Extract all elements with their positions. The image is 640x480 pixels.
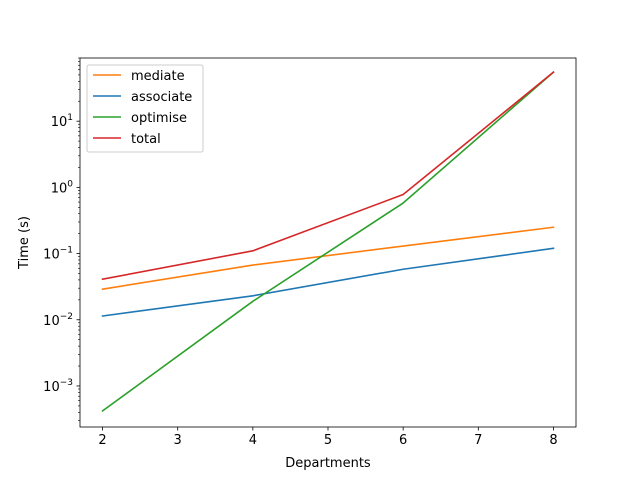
x-tick-label: 3 — [174, 433, 182, 448]
y-tick-exponent: −2 — [60, 312, 73, 322]
legend-label-optimise: optimise — [131, 111, 187, 126]
legend: mediate associate optimise total — [86, 64, 204, 153]
x-tick-label: 8 — [549, 433, 557, 448]
axes-frame — [79, 57, 577, 428]
y-tick-base: 10 — [51, 115, 68, 130]
x-tick-label: 7 — [474, 433, 482, 448]
x-tick-label: 4 — [249, 433, 257, 448]
y-tick-exponent: −1 — [60, 246, 73, 256]
y-tick-label: 10−3 — [43, 378, 73, 395]
y-tick-base: 10 — [51, 181, 68, 196]
y-tick-base: 10 — [43, 314, 60, 329]
legend-label-total: total — [131, 132, 161, 147]
legend-frame — [86, 64, 204, 153]
legend-entries: mediate associate optimise total — [93, 69, 192, 147]
y-tick-exponent: −3 — [60, 378, 73, 388]
y-tick-label: 10−1 — [43, 246, 73, 263]
y-tick-base: 10 — [43, 248, 60, 263]
x-axis-label: Departments — [285, 456, 371, 471]
x-tick-label: 2 — [98, 433, 106, 448]
y-axis-label: Time (s) — [17, 216, 32, 270]
series-line-mediate — [101, 226, 555, 291]
x-axis-ticks: 2 3 4 5 6 7 8 — [98, 427, 558, 448]
series-line-optimise — [101, 71, 555, 413]
y-tick-base: 10 — [43, 380, 60, 395]
y-tick-label: 101 — [51, 113, 73, 130]
x-tick-label: 5 — [324, 433, 332, 448]
series-line-associate — [101, 247, 555, 317]
y-tick-label: 100 — [51, 179, 74, 196]
legend-label-associate: associate — [131, 90, 192, 105]
y-tick-label: 10−2 — [43, 312, 73, 329]
plot-lines — [101, 71, 555, 413]
series-line-total — [101, 71, 555, 281]
y-tick-exponent: 0 — [67, 179, 73, 189]
legend-label-mediate: mediate — [131, 69, 185, 84]
y-tick-exponent: 1 — [67, 113, 73, 123]
x-tick-label: 6 — [399, 433, 407, 448]
